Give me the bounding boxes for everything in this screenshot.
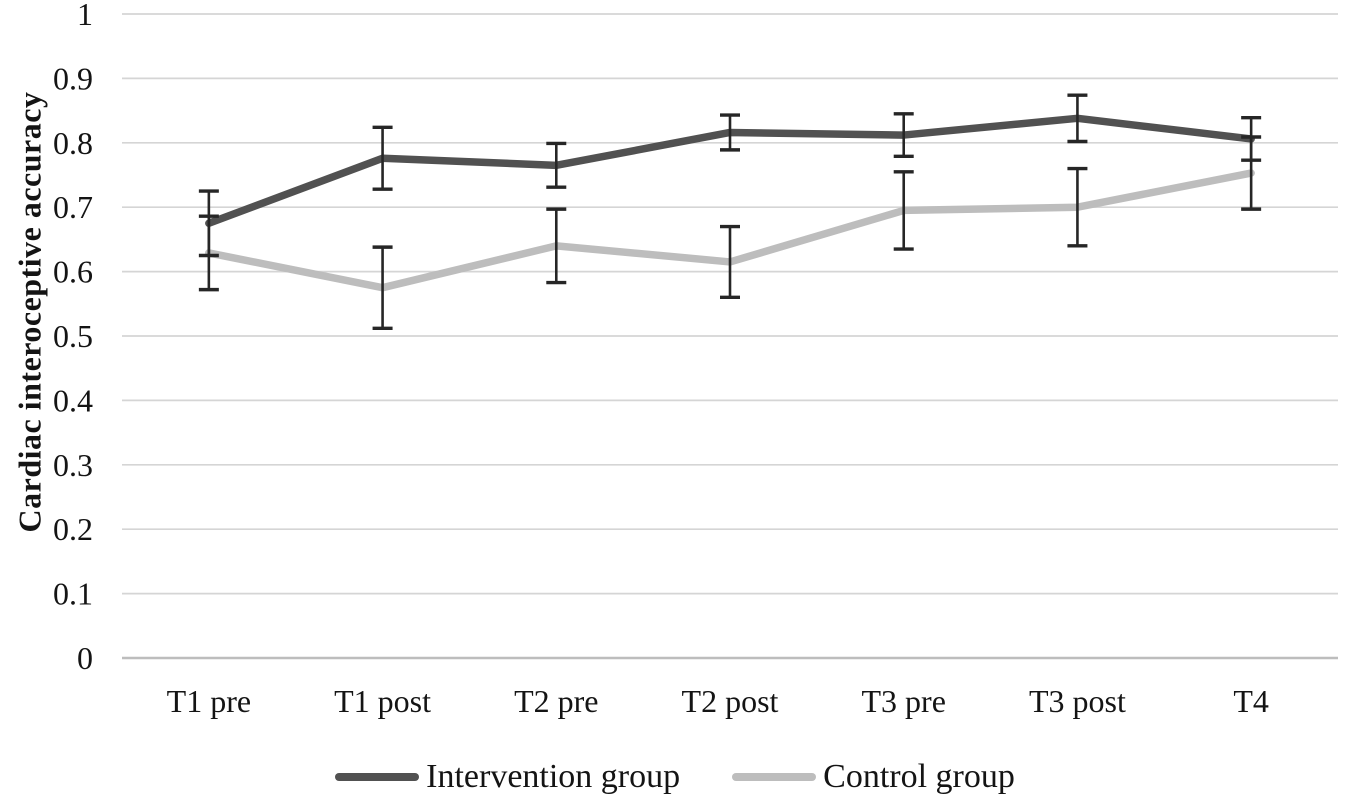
legend-label-control: Control group <box>823 758 1015 795</box>
y-tick-label-0.1: 0.1 <box>53 576 93 612</box>
legend-label-intervention: Intervention group <box>426 758 681 795</box>
error-bar-Intervention-group-T1-post <box>372 125 393 191</box>
x-tick-label-T4: T4 <box>1233 683 1269 719</box>
error-bar-Control-group-T1-pre <box>198 214 219 292</box>
error-bar-Control-group-T2-pre <box>546 207 567 285</box>
error-bar-Control-group-T1-post <box>372 245 393 330</box>
legend-item-intervention: Intervention group <box>335 758 680 796</box>
y-tick-label-0.6: 0.6 <box>53 254 93 290</box>
y-tick-label-1: 1 <box>77 0 93 32</box>
error-bar-Intervention-group-T3-post <box>1067 93 1088 144</box>
error-bar-Intervention-group-T2-post <box>720 113 740 152</box>
y-tick-label-0.7: 0.7 <box>53 189 93 225</box>
x-tick-label-T1-pre: T1 pre <box>167 683 251 719</box>
y-tick-label-0.4: 0.4 <box>53 382 93 418</box>
x-tick-label-T3-post: T3 post <box>1029 683 1126 719</box>
y-tick-label-0.5: 0.5 <box>53 318 93 354</box>
legend-item-control: Control group <box>732 758 1015 796</box>
y-tick-label-0.3: 0.3 <box>53 447 93 483</box>
error-bar-Control-group-T3-post <box>1067 166 1088 248</box>
x-tick-label-T1-post: T1 post <box>334 683 431 719</box>
error-bar-Control-group-T2-post <box>720 224 740 300</box>
error-bar-Intervention-group-T2-pre <box>546 141 567 189</box>
error-bar-Control-group-T4 <box>1241 135 1262 211</box>
error-bar-Control-group-T3-pre <box>893 170 914 251</box>
legend: Intervention group Control group <box>0 758 1350 796</box>
control-line-swatch <box>732 773 817 781</box>
intervention-line-swatch <box>335 773 420 781</box>
x-tick-label-T2-pre: T2 pre <box>514 683 598 719</box>
y-tick-label-0: 0 <box>77 640 93 676</box>
y-tick-label-0.8: 0.8 <box>53 125 93 161</box>
x-tick-label-T2-post: T2 post <box>682 683 779 719</box>
y-tick-label-0.2: 0.2 <box>53 511 93 547</box>
y-tick-label-0.9: 0.9 <box>53 60 93 96</box>
error-bar-Intervention-group-T3-pre <box>893 112 914 159</box>
x-tick-label-T3-pre: T3 pre <box>862 683 946 719</box>
